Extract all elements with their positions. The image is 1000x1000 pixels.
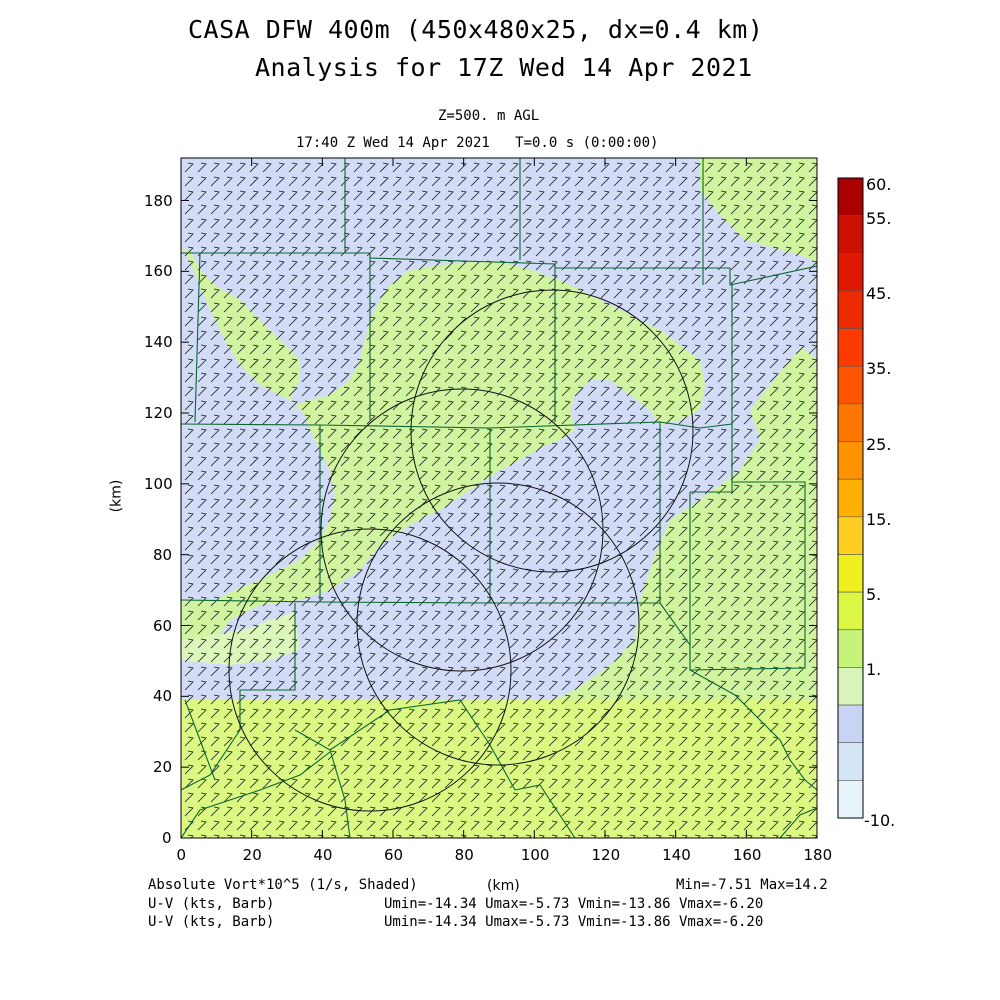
colorbar-segment-1 [837,215,864,254]
county-line-10 [689,481,806,671]
colorbar-segment-2 [837,252,864,292]
colorbar-label: 5. [866,585,882,605]
colorbar-label: 45. [866,283,892,303]
shade-blue-3 [500,430,650,560]
shade-blue-1 [181,158,817,702]
county-line-9 [181,599,660,604]
county-line-14 [294,699,516,791]
colorbar-segment-7 [837,441,864,480]
colorbar-label: 55. [866,208,892,228]
level-label: Z=500. m AGL [438,108,540,124]
shade-yellowgreen [181,700,817,838]
colorbar-segment-16 [837,780,864,819]
y-tick-label: 100 [144,474,173,493]
colorbar-segment-0 [837,177,864,216]
county-boundaries [181,158,817,838]
county-line-13 [181,603,296,791]
colorbar-segment-13 [837,667,864,706]
y-tick-label: 180 [144,191,173,210]
colorbar-segment-5 [837,365,864,405]
colorbar-segment-11 [837,591,864,631]
shade-light [181,612,300,665]
x-axis-label: (km) [487,878,520,894]
range-ring-2 [228,528,512,812]
y-axis-ticks [181,200,817,839]
colorbar-segment-9 [837,516,864,555]
range-ring-0 [410,289,694,573]
county-line-17 [514,784,576,838]
barb-stats-2: Umin=-14.34 Umax=-5.73 Vmin=-13.86 Vmax=… [384,914,764,930]
x-axis-ticks [180,158,818,838]
colorbar-label: 1. [866,660,882,680]
county-line-11 [659,602,691,670]
shade-blue-2 [181,245,335,600]
colorbar-label: 15. [866,509,892,529]
county-line-16 [329,749,351,838]
colorbar-segment-8 [837,478,864,518]
shade-blue-5 [780,290,817,360]
figure-title-line2: Analysis for 17Z Wed 14 Apr 2021 [255,53,753,82]
barb-field [184,162,817,838]
colorbar-segment-15 [837,742,864,781]
wind-barbs [184,162,817,838]
x-tick-label: 180 [803,846,833,864]
barb-label-2: U-V (kts, Barb) [148,914,275,930]
y-tick-label: 80 [153,545,173,564]
shade-blue-4 [380,520,480,615]
colorbar [837,177,864,819]
x-tick-label: 0 [176,846,187,864]
y-axis-label: (km) [108,479,125,513]
barb-stats-1: Umin=-14.34 Umax=-5.73 Vmin=-13.86 Vmax=… [384,896,764,912]
colorbar-label: 60. [866,175,892,194]
colorbar-label: 35. [866,359,892,379]
county-line-22 [779,807,817,838]
county-line-1 [194,252,201,423]
y-tick-label: 120 [144,404,173,422]
x-tick-label: 100 [520,846,550,864]
colorbar-label: 25. [866,434,892,454]
range-ring-3 [356,482,640,766]
y-tick-label: 20 [153,758,173,777]
minmax-label: Min=-7.51 Max=14.2 [676,877,828,893]
y-tick-label: 140 [144,333,173,352]
time-label: 17:40 Z Wed 14 Apr 2021 T=0.0 s (0:00:00… [296,135,659,151]
county-line-15 [184,699,216,781]
colorbar-segment-12 [837,629,864,668]
x-tick-label: 80 [454,846,474,864]
x-tick-label: 140 [662,846,691,864]
y-tick-label: 160 [144,262,173,281]
y-tick-label: 40 [153,687,173,706]
x-tick-label: 40 [313,846,333,864]
x-tick-label: 120 [591,846,621,864]
colorbar-segment-3 [837,290,864,329]
colorbar-segment-4 [837,328,864,367]
vorticity-shading [181,158,817,838]
colorbar-segment-6 [837,403,864,442]
colorbar-segment-14 [837,704,864,744]
field-label: Absolute Vort*10^5 (1/s, Shaded) [148,877,418,893]
county-line-12 [689,669,817,791]
figure-title-line1: CASA DFW 400m (450x480x25, dx=0.4 km) [188,15,764,44]
barb-label-1: U-V (kts, Barb) [148,896,275,912]
colorbar-frame [837,177,864,819]
colorbar-segment-10 [837,554,864,593]
x-tick-label: 60 [384,846,404,864]
x-tick-label: 160 [732,846,762,864]
y-tick-label: 0 [162,829,172,847]
y-tick-label: 60 [153,616,173,635]
colorbar-label: -10. [864,811,896,830]
county-line-21 [181,751,331,838]
x-tick-label: 20 [242,846,262,864]
plot-frame [180,157,818,839]
radar-range-rings [228,289,694,812]
